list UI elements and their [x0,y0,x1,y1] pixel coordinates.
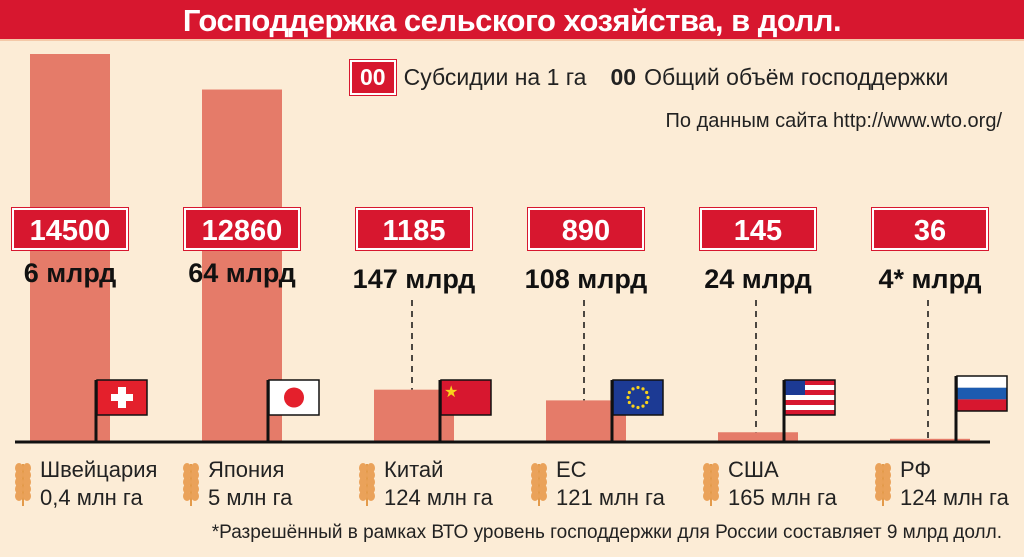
bar-group: ★ [374,300,492,442]
bar-group [202,89,320,442]
wheat-icon [875,463,891,506]
value-label: 14500 [11,207,129,251]
total-label: 64 млрд [188,258,296,288]
bar-group [718,300,836,442]
country-label: Китай 124 млн га [358,456,493,512]
footnote: *Разрешённый в рамках ВТО уровень господ… [211,522,1002,543]
chart-title: Господдержка сельского хозяйства, в долл… [0,0,1024,41]
wheat-icon [531,463,547,506]
bar-group [546,300,664,442]
country-name: Китай [384,457,444,482]
total-label: 6 млрд [23,258,117,288]
country-label: Швейцария 0,4 млн га [14,456,157,512]
value-label: 1185 [355,207,473,251]
country-name: ЕС [556,457,587,482]
legend-bold-label: Общий объём господдержки [644,64,949,90]
area-label: 124 млн га [384,485,493,510]
usa-flag-icon [784,379,836,416]
legend-bold-sample: 00 [610,64,637,90]
total-label: 147 млрд [352,264,476,294]
bar [718,432,798,442]
area-label: 124 млн га [900,485,1009,510]
china-flag-icon: ★ [440,379,492,416]
value-label: 36 [871,207,989,251]
country-name: Япония [208,457,285,482]
bar [890,438,970,442]
country-name: РФ [900,457,932,482]
source-note: По данным сайта http://www.wto.org/ [665,110,1002,132]
value-label: 890 [527,207,645,251]
switzerland-flag-icon [96,379,148,416]
svg-text:★: ★ [444,384,458,401]
total-label: 108 млрд [524,264,648,294]
japan-flag-icon [268,379,320,416]
value-label: 145 [699,207,817,251]
country-label: США 165 млн га [702,456,837,512]
wheat-icon [359,463,375,506]
legend-box-label: Субсидии на 1 га [403,64,587,90]
area-label: 165 млн га [728,485,837,510]
area-label: 0,4 млн га [40,485,143,510]
eu-flag-icon [612,379,664,416]
russia-flag-icon [956,375,1008,412]
total-label: 24 млрд [704,264,812,294]
country-name: США [728,457,779,482]
wheat-icon [15,463,31,506]
country-label: ЕС 121 млн га [530,456,665,512]
legend-box-sample: 00 [349,59,397,96]
country-label: РФ 124 млн га [874,456,1009,512]
value-label: 12860 [183,207,301,251]
legend: 00 Субсидии на 1 га 00 Общий объём госпо… [349,59,949,96]
area-label: 121 млн га [556,485,665,510]
total-label: 4* млрд [878,264,982,294]
area-label: 5 млн га [208,485,293,510]
wheat-icon [183,463,199,506]
wheat-icon [703,463,719,506]
country-label: Япония 5 млн га [182,456,292,512]
bar-group [890,300,1008,442]
country-name: Швейцария [40,457,158,482]
